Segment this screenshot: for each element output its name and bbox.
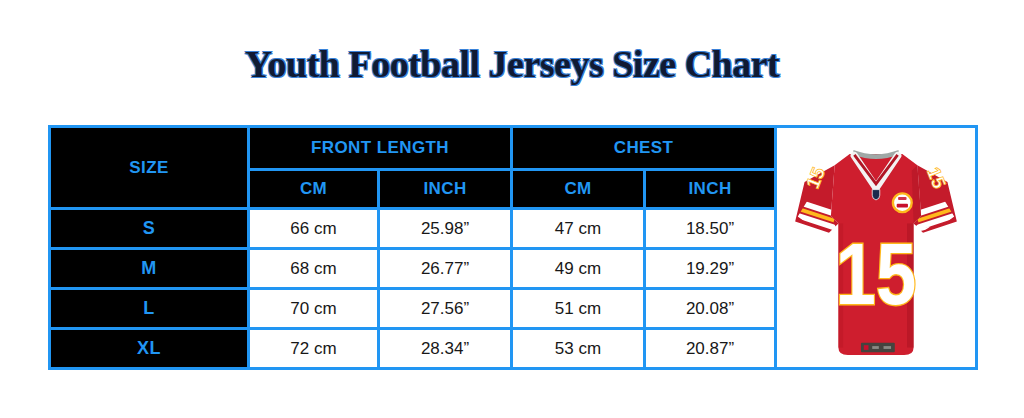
chest-cm-cell: 47 cm bbox=[512, 209, 645, 249]
size-chart-table: SIZE FRONT LENGTH CHEST bbox=[48, 125, 978, 370]
size-cell: M bbox=[50, 249, 249, 289]
chest-inch-cell: 18.50” bbox=[645, 209, 776, 249]
size-cell: L bbox=[50, 289, 249, 329]
chest-cm-cell: 49 cm bbox=[512, 249, 645, 289]
front-length-cm-cell: 66 cm bbox=[249, 209, 379, 249]
size-cell: XL bbox=[50, 329, 249, 369]
chest-inch-cell: 20.08” bbox=[645, 289, 776, 329]
header-front-length: FRONT LENGTH bbox=[249, 127, 512, 170]
jersey-illustration: 15 15 15 bbox=[782, 133, 970, 359]
chest-cm-cell: 51 cm bbox=[512, 289, 645, 329]
subheader-chest-inch: INCH bbox=[645, 170, 776, 209]
subheader-front-inch: INCH bbox=[379, 170, 512, 209]
jock-tag bbox=[861, 342, 895, 351]
header-chest: CHEST bbox=[512, 127, 776, 170]
size-cell: S bbox=[50, 209, 249, 249]
chest-inch-cell: 20.87” bbox=[645, 329, 776, 369]
front-length-inch-cell: 26.77” bbox=[379, 249, 512, 289]
front-length-cm-cell: 72 cm bbox=[249, 329, 379, 369]
front-length-inch-cell: 28.34” bbox=[379, 329, 512, 369]
subheader-front-cm: CM bbox=[249, 170, 379, 209]
header-size: SIZE bbox=[50, 127, 249, 209]
front-length-inch-cell: 27.56” bbox=[379, 289, 512, 329]
front-length-inch-cell: 25.98” bbox=[379, 209, 512, 249]
nfl-shield-icon bbox=[872, 189, 880, 199]
jersey-number: 15 bbox=[836, 226, 917, 322]
page-title: Youth Football Jerseys Size Chart bbox=[0, 42, 1024, 86]
chiefs-patch-icon bbox=[893, 193, 912, 212]
subheader-chest-cm: CM bbox=[512, 170, 645, 209]
chest-cm-cell: 53 cm bbox=[512, 329, 645, 369]
jersey-product-image: 15 15 15 bbox=[776, 127, 977, 369]
front-length-cm-cell: 70 cm bbox=[249, 289, 379, 329]
front-length-cm-cell: 68 cm bbox=[249, 249, 379, 289]
chest-inch-cell: 19.29” bbox=[645, 249, 776, 289]
